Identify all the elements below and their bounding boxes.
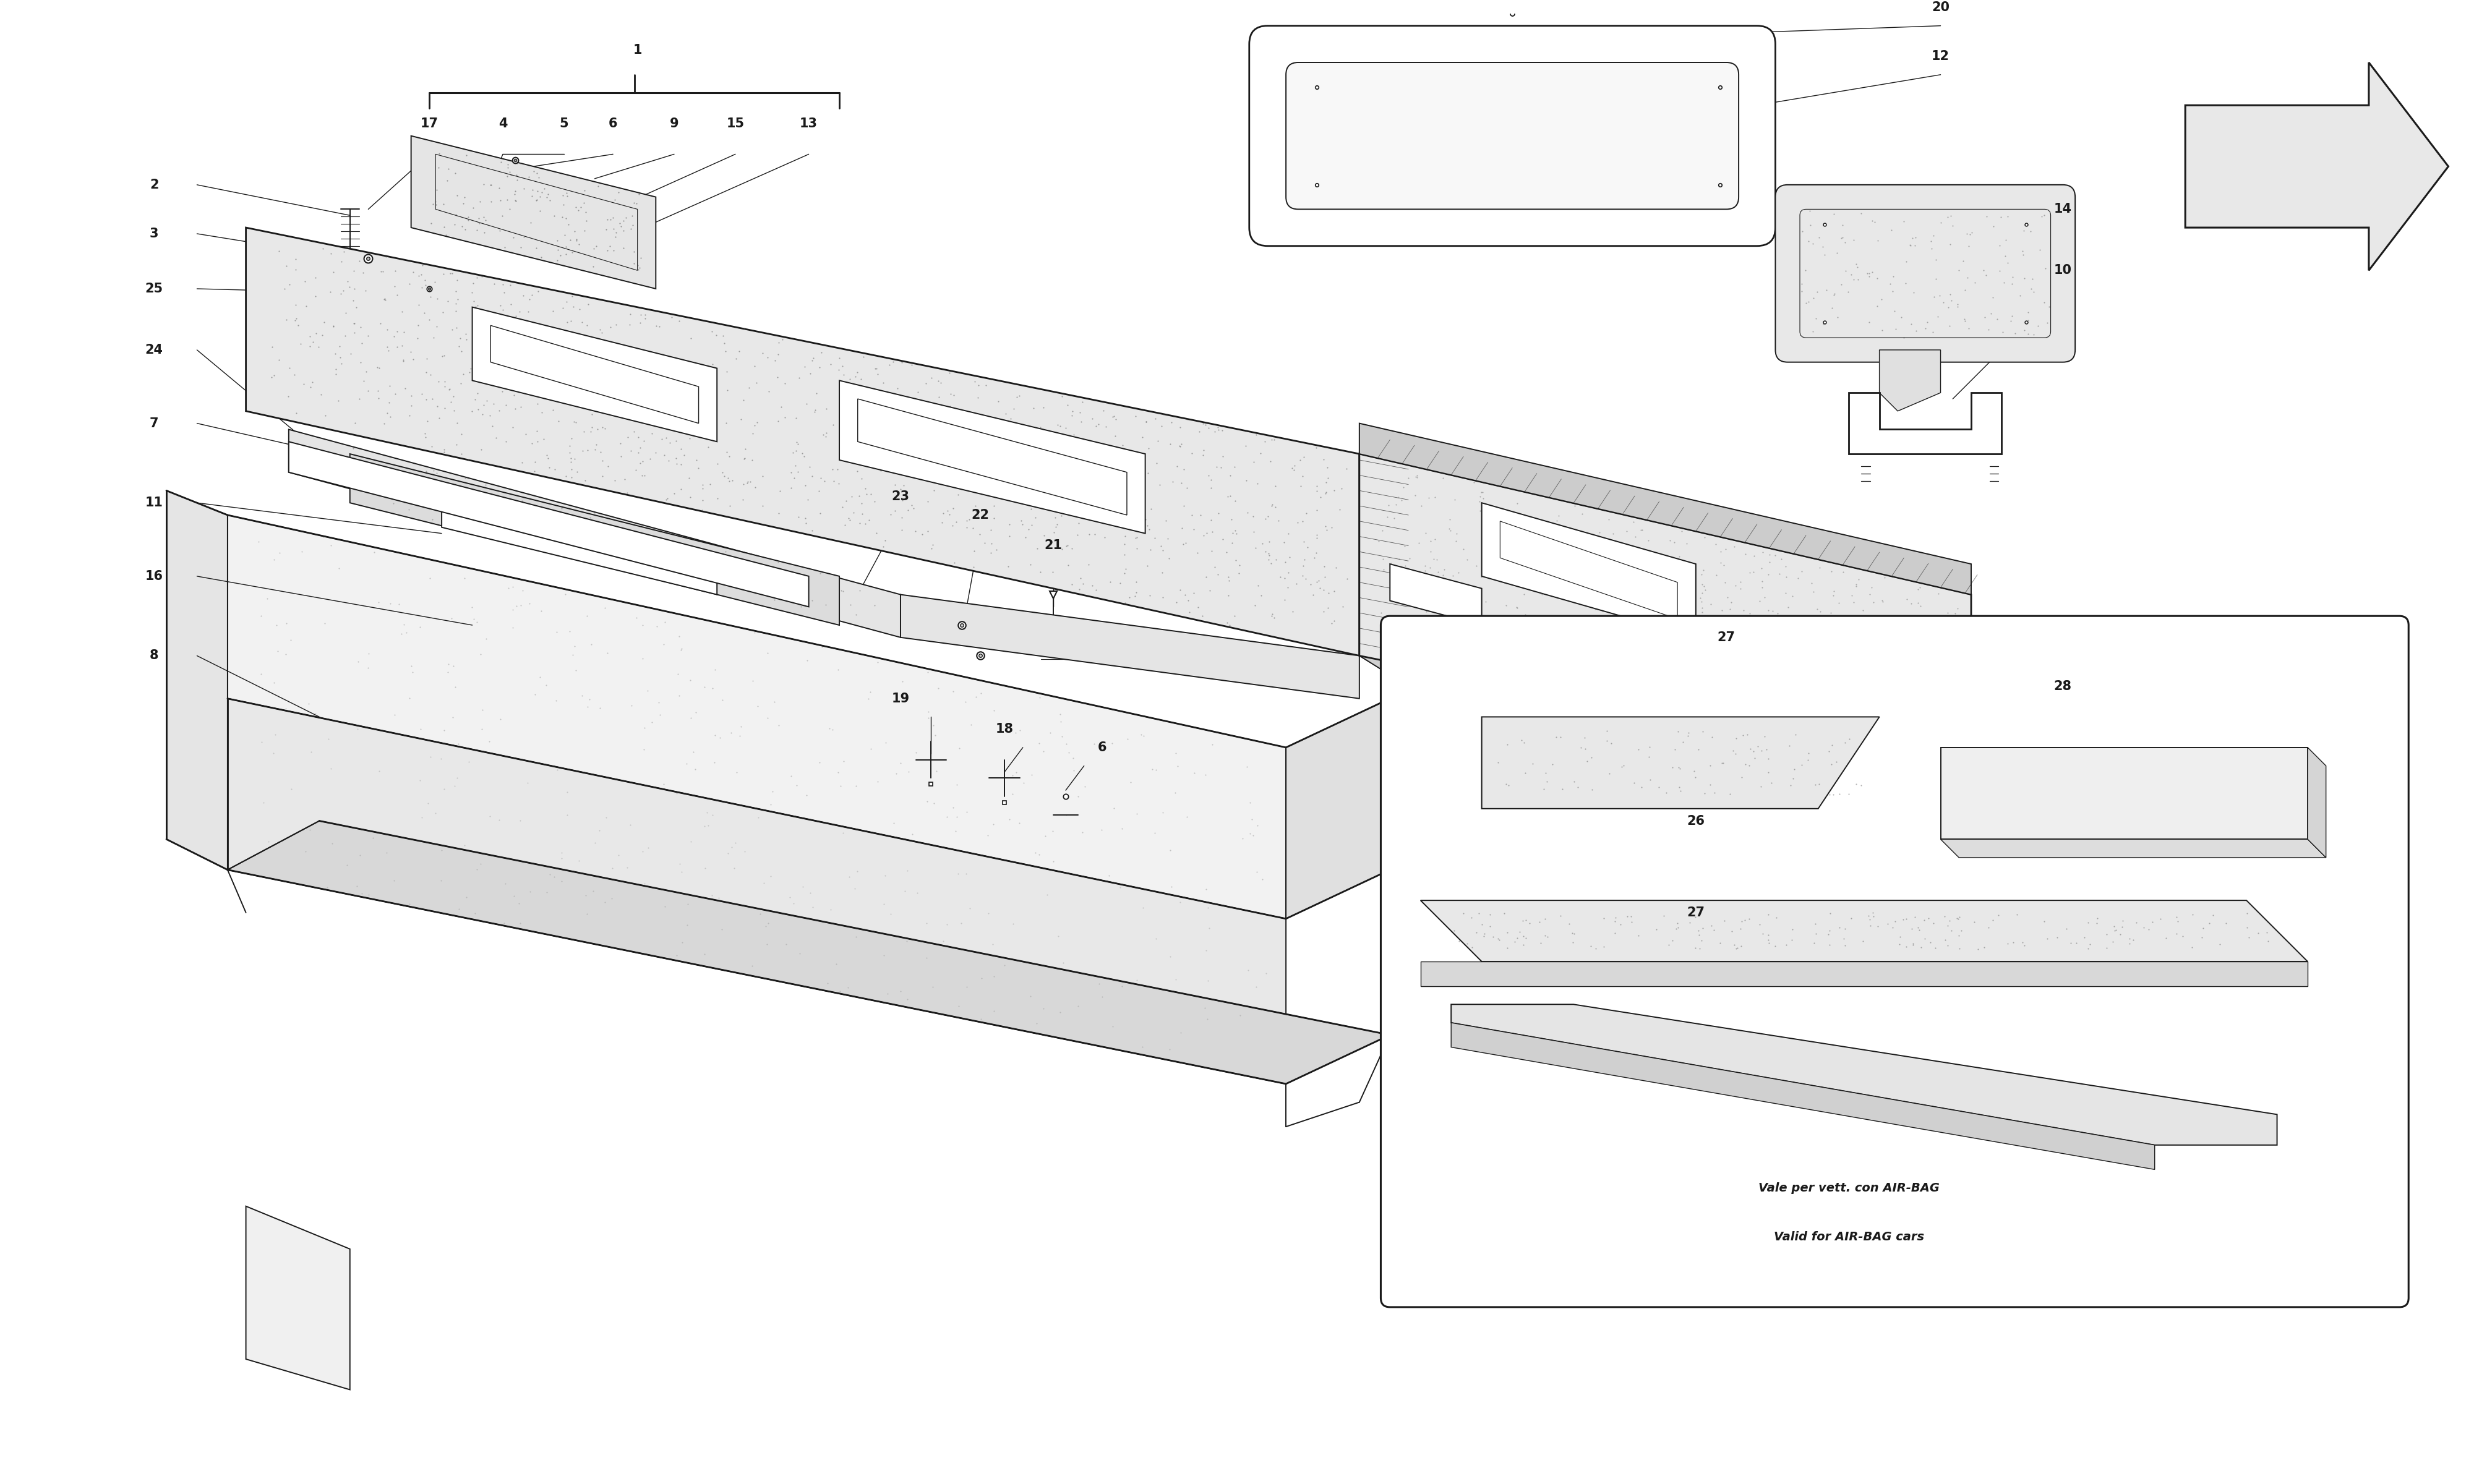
FancyBboxPatch shape	[1249, 25, 1776, 246]
Text: 24: 24	[146, 344, 163, 356]
Text: 28: 28	[2053, 680, 2071, 693]
Polygon shape	[2308, 748, 2326, 858]
Polygon shape	[1940, 748, 2308, 840]
Text: 15: 15	[727, 117, 745, 129]
Polygon shape	[1420, 901, 2308, 962]
Text: 12: 12	[1932, 50, 1950, 62]
Text: 27: 27	[1687, 907, 1705, 919]
Text: 20: 20	[1932, 1, 1950, 13]
Polygon shape	[289, 429, 901, 638]
Polygon shape	[1880, 350, 1940, 411]
Text: 5: 5	[559, 117, 569, 129]
Text: 10: 10	[2053, 264, 2071, 276]
Text: 26: 26	[1687, 815, 1705, 827]
Polygon shape	[443, 491, 717, 595]
Polygon shape	[2185, 62, 2449, 270]
Text: 14: 14	[2053, 203, 2071, 215]
Text: 13: 13	[799, 117, 819, 129]
Text: 8: 8	[148, 650, 158, 662]
Text: 17: 17	[421, 117, 438, 129]
Polygon shape	[1390, 564, 1482, 625]
Text: 16: 16	[146, 570, 163, 582]
Text: 3: 3	[148, 227, 158, 240]
Text: Valid for AIR-BAG cars: Valid for AIR-BAG cars	[1774, 1230, 1925, 1242]
Text: 6: 6	[609, 117, 618, 129]
Text: 9: 9	[670, 117, 678, 129]
Text: 6: 6	[1098, 742, 1106, 754]
Polygon shape	[1286, 699, 1390, 919]
Text: 11: 11	[146, 497, 163, 509]
Polygon shape	[349, 454, 839, 625]
Polygon shape	[228, 699, 1286, 1083]
Text: 7: 7	[148, 417, 158, 429]
Polygon shape	[1358, 454, 1408, 686]
Polygon shape	[166, 491, 228, 870]
FancyBboxPatch shape	[1380, 616, 2410, 1307]
Polygon shape	[473, 307, 717, 442]
Polygon shape	[1420, 962, 2308, 985]
Text: 19: 19	[891, 693, 910, 705]
Polygon shape	[411, 137, 656, 289]
Text: 4: 4	[497, 117, 507, 129]
Polygon shape	[1482, 503, 1695, 638]
Polygon shape	[1452, 1022, 2155, 1169]
Polygon shape	[1848, 393, 2001, 454]
Text: 2: 2	[148, 178, 158, 191]
FancyBboxPatch shape	[1286, 62, 1739, 209]
Polygon shape	[245, 1206, 349, 1389]
Polygon shape	[839, 380, 1145, 533]
Text: 1: 1	[633, 45, 641, 56]
Polygon shape	[901, 595, 1358, 699]
Polygon shape	[1482, 717, 1880, 809]
Polygon shape	[1358, 423, 1972, 595]
Polygon shape	[228, 821, 1390, 1083]
Text: 22: 22	[972, 509, 990, 521]
FancyBboxPatch shape	[1776, 186, 2076, 362]
Text: 27: 27	[1717, 631, 1734, 644]
Polygon shape	[1940, 840, 2326, 858]
Text: 23: 23	[891, 491, 910, 503]
Polygon shape	[1452, 1005, 2276, 1146]
Text: Vale per vett. con AIR-BAG: Vale per vett. con AIR-BAG	[1759, 1181, 1940, 1193]
Polygon shape	[1358, 454, 1972, 778]
Polygon shape	[289, 442, 809, 607]
Text: 18: 18	[995, 723, 1014, 735]
Text: 25: 25	[146, 282, 163, 295]
Polygon shape	[245, 227, 1358, 656]
Polygon shape	[228, 515, 1286, 919]
Text: 21: 21	[1044, 540, 1061, 552]
